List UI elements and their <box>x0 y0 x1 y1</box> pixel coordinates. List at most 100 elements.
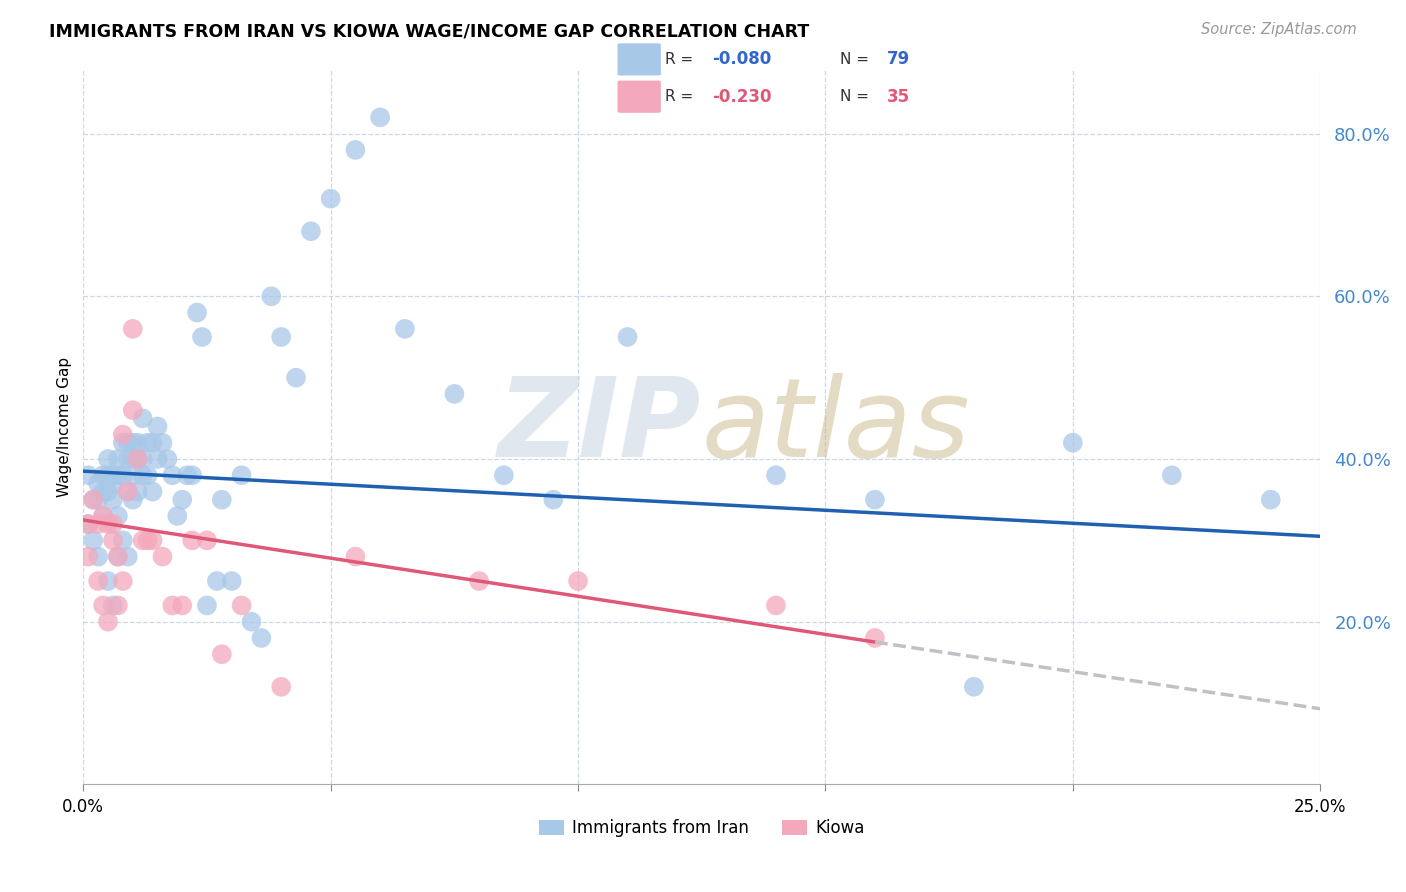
Point <box>121 322 143 336</box>
Point <box>142 533 165 548</box>
Point <box>863 492 886 507</box>
Point <box>765 468 787 483</box>
Point <box>117 549 139 564</box>
Point <box>162 468 184 483</box>
Point <box>87 549 110 564</box>
Point <box>240 615 263 629</box>
Text: atlas: atlas <box>702 373 970 480</box>
Point <box>186 305 208 319</box>
Point <box>270 680 292 694</box>
Point <box>131 533 153 548</box>
Text: -0.230: -0.230 <box>711 87 772 105</box>
Point <box>82 492 104 507</box>
Point <box>142 484 165 499</box>
Point <box>136 468 159 483</box>
Point <box>77 517 100 532</box>
Point <box>221 574 243 588</box>
Point <box>166 508 188 523</box>
Y-axis label: Wage/Income Gap: Wage/Income Gap <box>58 357 72 497</box>
Text: R =: R = <box>665 89 697 104</box>
Point <box>77 517 100 532</box>
Point <box>97 484 120 499</box>
Text: IMMIGRANTS FROM IRAN VS KIOWA WAGE/INCOME GAP CORRELATION CHART: IMMIGRANTS FROM IRAN VS KIOWA WAGE/INCOM… <box>49 22 810 40</box>
FancyBboxPatch shape <box>617 44 661 76</box>
Point <box>136 435 159 450</box>
Point <box>176 468 198 483</box>
Point <box>111 435 134 450</box>
Point <box>87 517 110 532</box>
Point <box>468 574 491 588</box>
Point <box>77 549 100 564</box>
Point <box>963 680 986 694</box>
Point <box>394 322 416 336</box>
Point <box>107 549 129 564</box>
Point <box>87 574 110 588</box>
Point <box>107 508 129 523</box>
Text: 35: 35 <box>887 87 910 105</box>
Point <box>82 492 104 507</box>
Point <box>101 468 124 483</box>
Point <box>91 468 114 483</box>
Point <box>319 192 342 206</box>
Point <box>121 435 143 450</box>
Point <box>127 484 149 499</box>
Point <box>97 452 120 467</box>
Point <box>91 599 114 613</box>
Point <box>136 533 159 548</box>
Point <box>299 224 322 238</box>
Point <box>344 549 367 564</box>
Point <box>131 452 153 467</box>
Point <box>101 492 124 507</box>
Point <box>107 468 129 483</box>
Text: N =: N = <box>839 52 873 67</box>
Point <box>101 476 124 491</box>
Point <box>181 468 204 483</box>
Legend: Immigrants from Iran, Kiowa: Immigrants from Iran, Kiowa <box>531 813 872 844</box>
Point <box>172 599 194 613</box>
Point <box>260 289 283 303</box>
Point <box>211 492 233 507</box>
Point <box>127 435 149 450</box>
Point <box>863 631 886 645</box>
Point <box>344 143 367 157</box>
Point <box>142 435 165 450</box>
Point <box>765 599 787 613</box>
Text: 79: 79 <box>887 51 911 69</box>
Point <box>111 533 134 548</box>
Point <box>111 574 134 588</box>
Point <box>91 508 114 523</box>
Point <box>117 435 139 450</box>
Point <box>117 484 139 499</box>
Point <box>231 468 253 483</box>
Point <box>91 484 114 499</box>
Text: N =: N = <box>839 89 873 104</box>
Point <box>131 468 153 483</box>
Point <box>131 411 153 425</box>
Point <box>195 599 218 613</box>
Point <box>97 468 120 483</box>
Point <box>567 574 589 588</box>
Point <box>111 427 134 442</box>
Point <box>121 468 143 483</box>
Point <box>285 370 308 384</box>
Point <box>368 111 391 125</box>
Point <box>101 599 124 613</box>
FancyBboxPatch shape <box>617 80 661 112</box>
Point <box>211 647 233 661</box>
Point <box>87 476 110 491</box>
Point <box>101 517 124 532</box>
Point <box>127 452 149 467</box>
Point <box>492 468 515 483</box>
Point <box>156 452 179 467</box>
Text: ZIP: ZIP <box>498 373 702 480</box>
Point <box>191 330 214 344</box>
Point <box>107 599 129 613</box>
Point <box>87 492 110 507</box>
Point <box>181 533 204 548</box>
Point <box>543 492 565 507</box>
Point <box>1160 468 1182 483</box>
Point <box>91 508 114 523</box>
Point <box>82 533 104 548</box>
Point <box>121 492 143 507</box>
Point <box>270 330 292 344</box>
